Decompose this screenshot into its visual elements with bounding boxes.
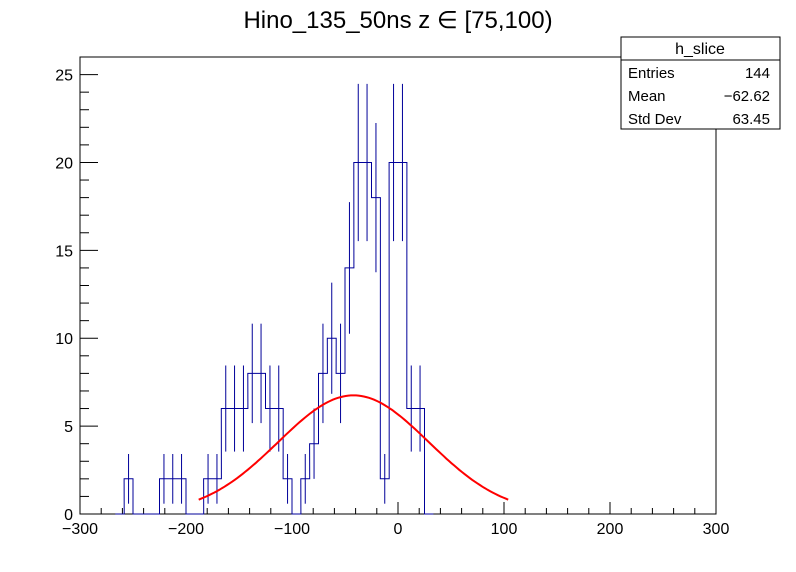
x-tick-label: 200	[597, 521, 624, 538]
x-tick-label: −300	[62, 521, 98, 538]
x-tick-label: 0	[394, 521, 403, 538]
y-tick-label: 5	[64, 419, 73, 436]
histogram-outline	[115, 162, 434, 515]
x-tick-label: 300	[703, 521, 730, 538]
y-tick-label: 0	[64, 507, 73, 524]
stats-entries-value: 144	[745, 65, 770, 82]
stats-box: h_slice Entries 144 Mean −62.62 Std Dev …	[620, 36, 781, 130]
x-tick-label: −200	[168, 521, 204, 538]
stats-stddev-label: Std Dev	[628, 111, 682, 128]
fit-curve-layer	[198, 394, 509, 501]
stats-entries-label: Entries	[628, 65, 675, 82]
x-tick-label: 100	[491, 521, 518, 538]
stats-box-title: h_slice	[675, 41, 725, 58]
y-axis: 0 5 10 15 20 25	[55, 56, 98, 524]
y-tick-label: 15	[55, 243, 73, 260]
chart-title: Hino_135_50ns z ∈ [75,100)	[243, 7, 552, 34]
y-tick-label: 25	[55, 68, 73, 85]
x-tick-label: −100	[274, 521, 310, 538]
y-tick-label: 10	[55, 331, 73, 348]
stats-mean-value: −62.62	[724, 88, 770, 105]
y-tick-label: 20	[55, 155, 73, 172]
x-axis: −300 −200 −100 0 100 200 300	[62, 502, 729, 538]
stats-box-frame	[620, 36, 781, 130]
gaussian-fit-curve	[198, 394, 509, 501]
stats-mean-label: Mean	[628, 88, 666, 105]
stats-stddev-value: 63.45	[732, 111, 770, 128]
histogram-series	[115, 83, 434, 515]
